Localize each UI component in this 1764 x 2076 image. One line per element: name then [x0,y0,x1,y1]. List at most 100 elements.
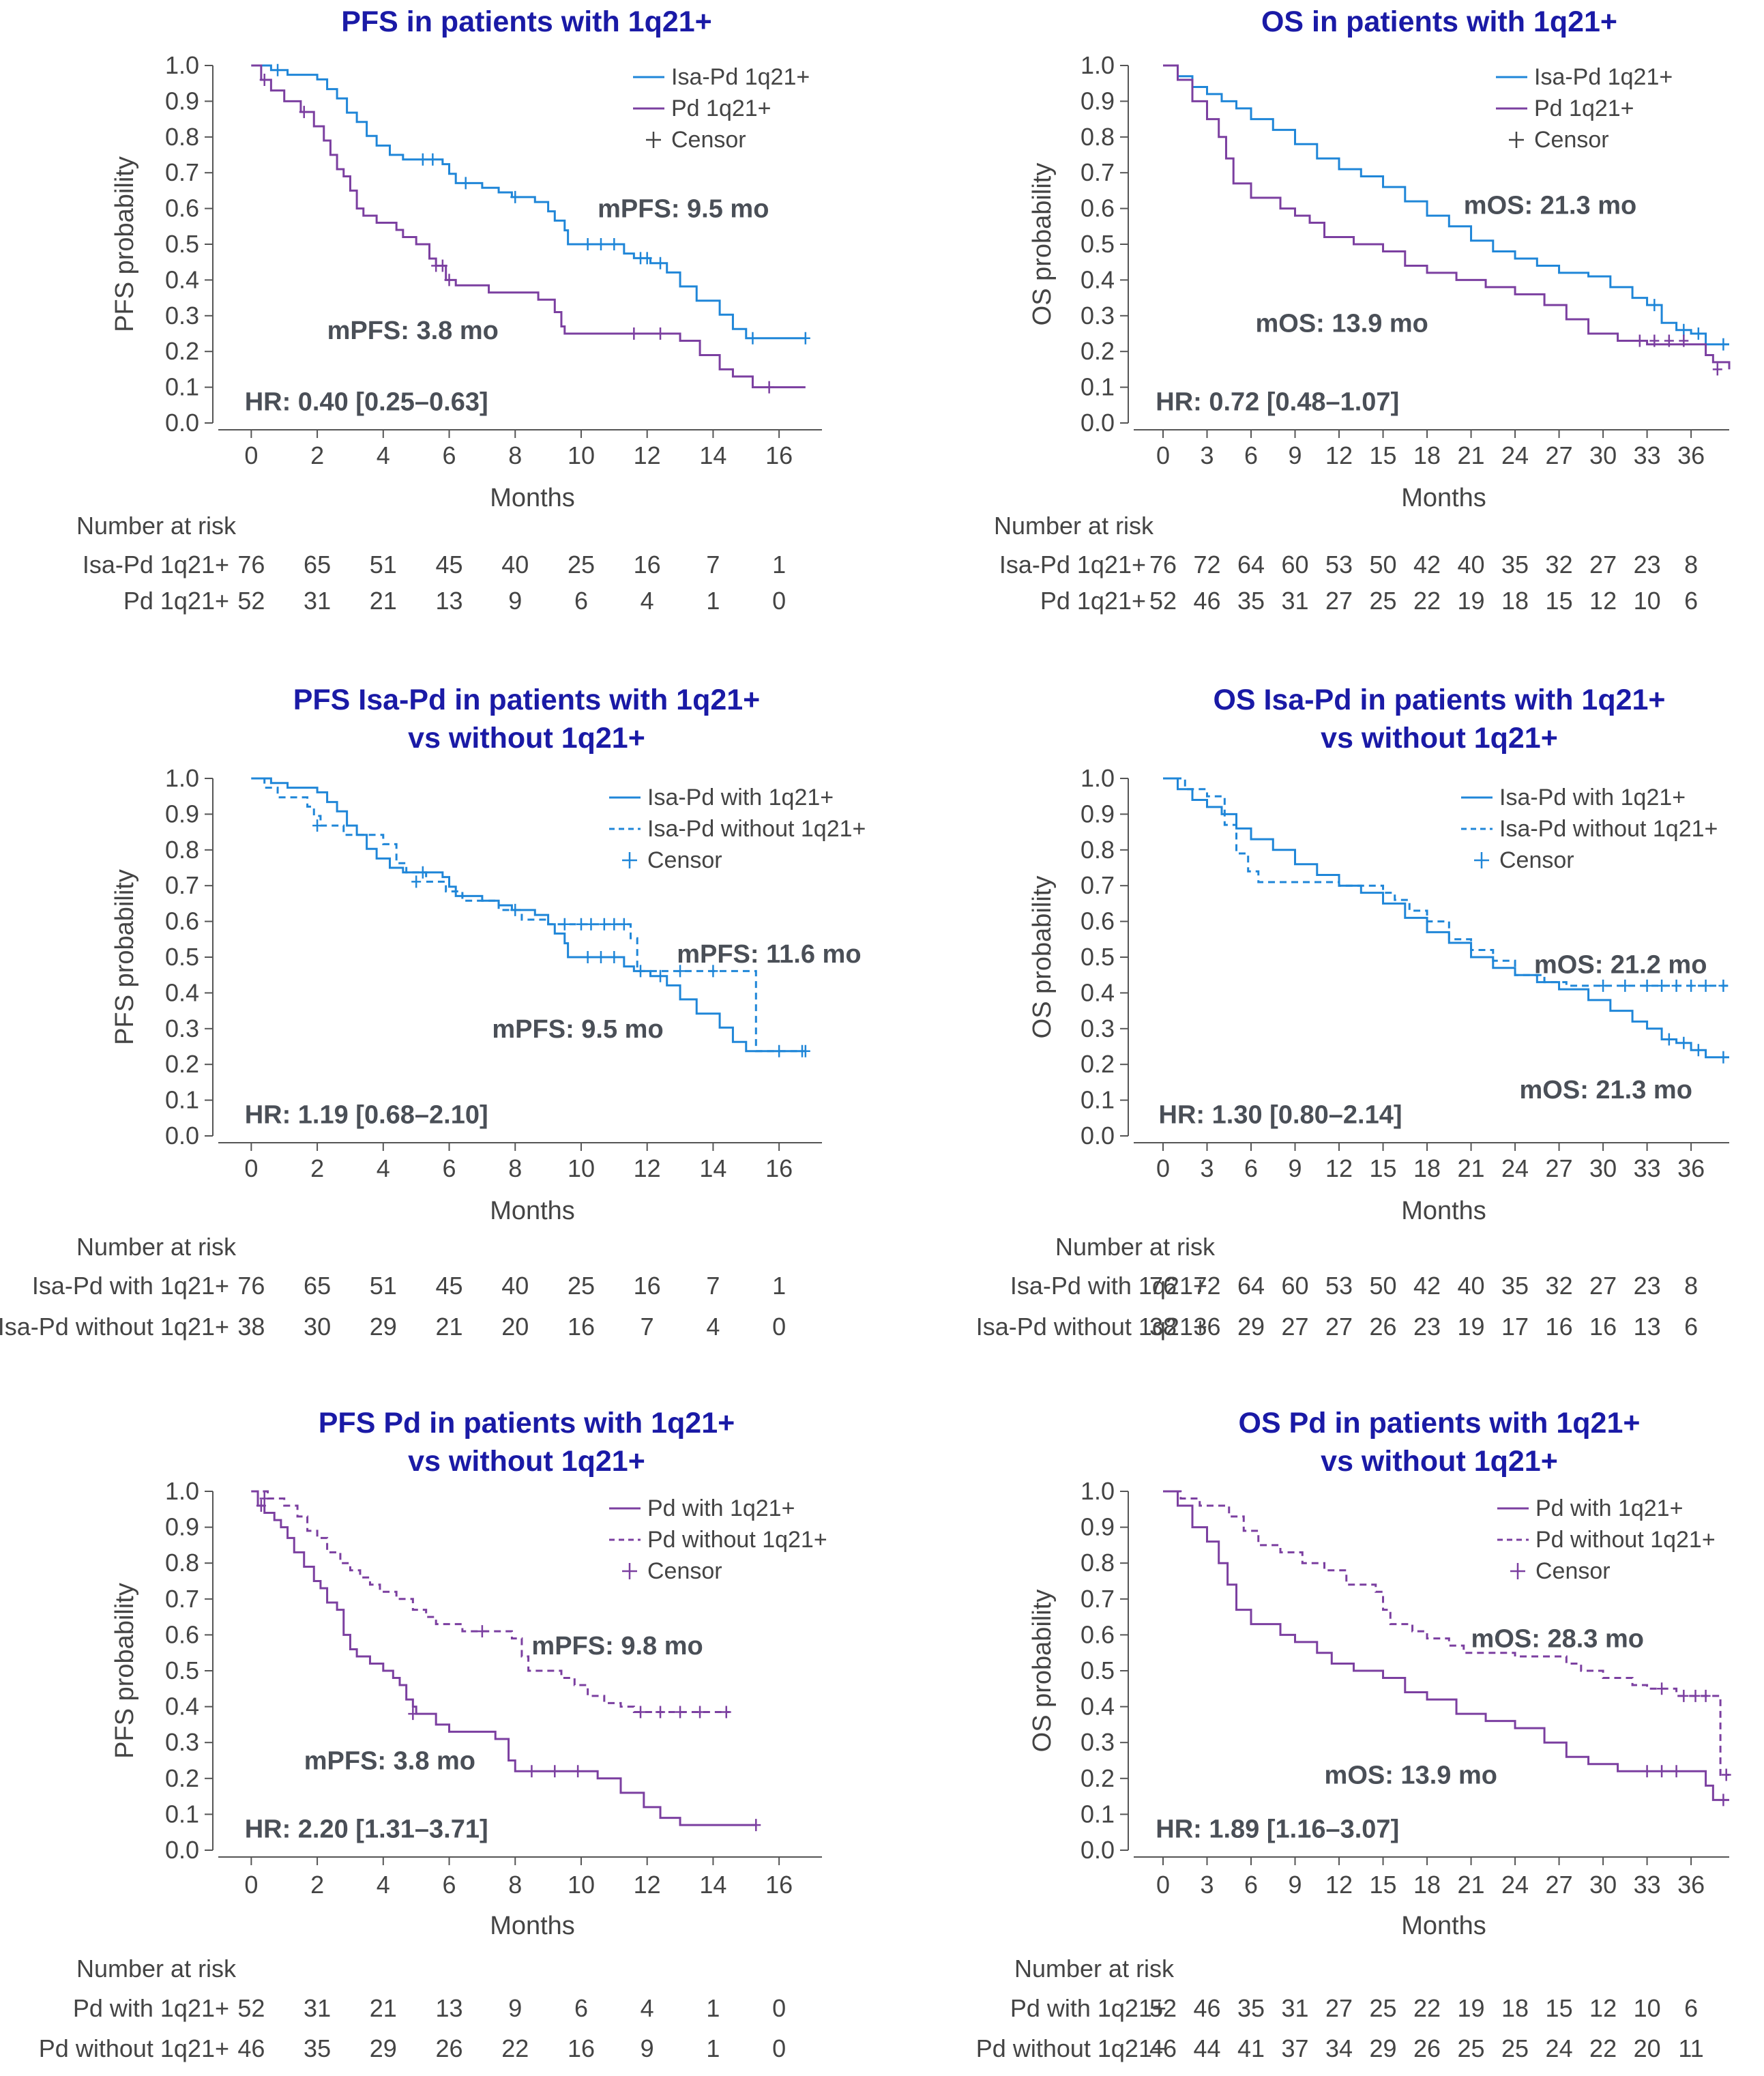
y-tick-label: 0.7 [165,1585,199,1613]
risk-value: 7 [706,1272,720,1300]
risk-value: 27 [1589,1272,1617,1300]
x-tick-label: 2 [310,441,324,469]
x-tick-label: 2 [310,1871,324,1899]
risk-table-header: Number at risk [76,1955,237,1983]
censor-mark [748,332,758,345]
y-tick-label: 1.0 [165,51,199,79]
legend: Pd with 1q21+ Pd without 1q21+ Censor [1497,1495,1716,1584]
legend: Isa-Pd with 1q21+ Isa-Pd without 1q21+ Cen… [1461,785,1718,873]
x-tick-label: 12 [634,1154,661,1182]
risk-value: 40 [1458,1272,1485,1300]
annotation: mOS: 28.3 mo [1471,1625,1644,1654]
legend-label: Isa-Pd with 1q21+ [647,785,834,810]
censor-mark [583,238,593,250]
risk-row-label: Pd without 1q21+ [976,2034,1166,2062]
legend-label: Pd 1q21+ [671,96,771,121]
risk-value: 51 [370,1272,397,1300]
risk-value: 21 [436,1313,463,1341]
x-tick-label: 12 [634,1871,661,1899]
censor-mark [1718,979,1729,992]
risk-value: 52 [1149,587,1177,615]
risk-value: 0 [772,2034,786,2062]
risk-value: 19 [1458,1994,1485,2022]
series-line-1 [1163,64,1729,346]
risk-value: 29 [1237,1313,1265,1341]
y-tick-label: 0.5 [1081,1656,1115,1684]
x-tick-label: 30 [1589,1154,1617,1182]
y-tick-label: 0.7 [165,871,199,899]
y-tick-label: 0.6 [165,194,199,222]
censor-mark [586,918,596,931]
risk-value: 12 [1589,1994,1617,2022]
y-axis-title: OS probability [1028,876,1057,1039]
x-tick-label: 21 [1458,1871,1485,1899]
y-tick-label: 0.6 [165,907,199,935]
legend-label: Censor [671,127,746,153]
risk-value: 7 [641,1313,654,1341]
annotation: mPFS: 9.5 mo [492,1015,663,1044]
risk-value: 22 [501,2034,529,2062]
censor-mark [1693,327,1703,340]
chart-panel-5: PFS Pd in patients with 1q21+ vs without … [39,1407,827,2062]
x-tick-label: 6 [443,1154,456,1182]
risk-value: 23 [1634,1272,1661,1300]
censor-mark [1671,1765,1681,1778]
risk-value: 41 [1237,2034,1265,2062]
risk-value: 31 [1282,587,1309,615]
risk-value: 9 [508,1994,522,2022]
x-tick-label: 33 [1634,441,1661,469]
chart-title: vs without 1q21+ [408,722,645,755]
legend: Pd with 1q21+ Pd without 1q21+ Censor [609,1495,827,1584]
annotation: mOS: 21.2 mo [1534,950,1707,979]
x-tick-label: 0 [244,441,258,469]
censor-mark [1642,1765,1652,1778]
risk-table: Number at risk Pd with 1q21+52 46 35 31 27 25 2… [976,1955,1704,2062]
risk-value: 46 [1193,587,1220,615]
risk-value: 8 [1684,1272,1698,1300]
x-axis-title: Months [1401,1197,1486,1225]
risk-value: 10 [1634,1994,1661,2022]
legend-censor-icon [1510,1563,1525,1579]
risk-value: 53 [1325,551,1353,579]
annotation: HR: 0.72 [0.48–1.07] [1156,388,1399,417]
y-tick-label: 0.4 [165,265,199,293]
risk-value: 64 [1237,551,1265,579]
risk-value: 60 [1282,551,1309,579]
risk-value: 16 [1546,1313,1573,1341]
x-tick-label: 27 [1546,1871,1573,1899]
risk-table: Number at risk Isa-Pd with 1q21+ 76 65 51 45 4… [0,1233,786,1341]
risk-value: 0 [772,1313,786,1341]
risk-value: 65 [304,551,331,579]
chart-title: vs without 1q21+ [408,1445,645,1478]
x-tick-label: 14 [699,1154,726,1182]
risk-value: 0 [772,587,786,615]
x-tick-label: 12 [1325,441,1353,469]
x-tick-label: 15 [1370,1154,1397,1182]
risk-row-label: Pd 1q21+ [123,587,229,615]
chart-title: OS Isa-Pd in patients with 1q21+ [1213,684,1665,716]
legend-label: Isa-Pd 1q21+ [671,64,810,90]
censor-mark [609,238,619,250]
censor-mark [1679,1036,1689,1049]
series-line-2 [1163,64,1731,370]
risk-value: 35 [1237,1994,1265,2022]
risk-table: Number at risk Isa-Pd 1q21+ 76 72 64 60 53 50 42… [994,512,1698,615]
censor-mark [1634,334,1645,347]
risk-value: 25 [1370,1994,1397,2022]
y-tick-label: 1.0 [165,1477,199,1505]
y-tick-label: 0.3 [1081,1728,1115,1756]
risk-value: 6 [1684,1994,1698,2022]
x-axis-title: Months [1401,484,1486,512]
risk-value: 25 [1501,2034,1529,2062]
censor-mark [583,951,593,963]
censor-mark [596,951,606,963]
x-tick-label: 21 [1458,1154,1485,1182]
x-tick-label: 10 [568,1871,595,1899]
x-tick-label: 6 [1244,441,1258,469]
censor-mark [1686,979,1696,992]
x-tick-label: 4 [377,1871,390,1899]
censor-mark [559,918,570,931]
risk-row-label: Isa-Pd with 1q21+ [1010,1272,1207,1300]
risk-value: 18 [1501,587,1529,615]
censor-mark [1701,1689,1711,1702]
